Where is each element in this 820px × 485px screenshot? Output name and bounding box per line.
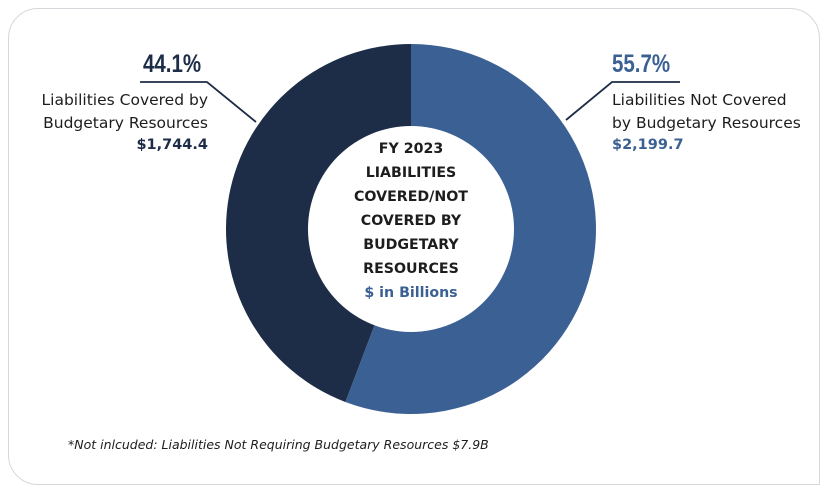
chart-title-line-6: RESOURCES [301, 257, 521, 281]
not-covered-label-line-2: by Budgetary Resources [612, 112, 801, 135]
not-covered-percent-label: 55.7% [612, 50, 670, 79]
chart-subtitle: $ in Billions [301, 281, 521, 305]
covered-value-label: $1,744.4 [136, 137, 208, 153]
not-covered-value-label: $2,199.7 [612, 137, 684, 153]
covered-percent-label: 44.1% [143, 50, 201, 79]
chart-title-line-5: BUDGETARY [301, 233, 521, 257]
not-covered-slice-label: Liabilities Not Covered by Budgetary Res… [612, 89, 801, 135]
chart-title-line-4: COVERED BY [301, 209, 521, 233]
not-covered-label-line-1: Liabilities Not Covered [612, 89, 801, 112]
covered-label-line-2: Budgetary Resources [42, 112, 208, 135]
covered-slice-label: Liabilities Covered by Budgetary Resourc… [42, 89, 208, 135]
chart-title: FY 2023 LIABILITIES COVERED/NOT COVERED … [301, 137, 521, 305]
covered-label-line-1: Liabilities Covered by [42, 89, 208, 112]
chart-title-line-3: COVERED/NOT [301, 185, 521, 209]
chart-title-line-1: FY 2023 [301, 137, 521, 161]
footnote: *Not inlcuded: Liabilities Not Requiring… [68, 437, 489, 452]
chart-title-line-2: LIABILITIES [301, 161, 521, 185]
